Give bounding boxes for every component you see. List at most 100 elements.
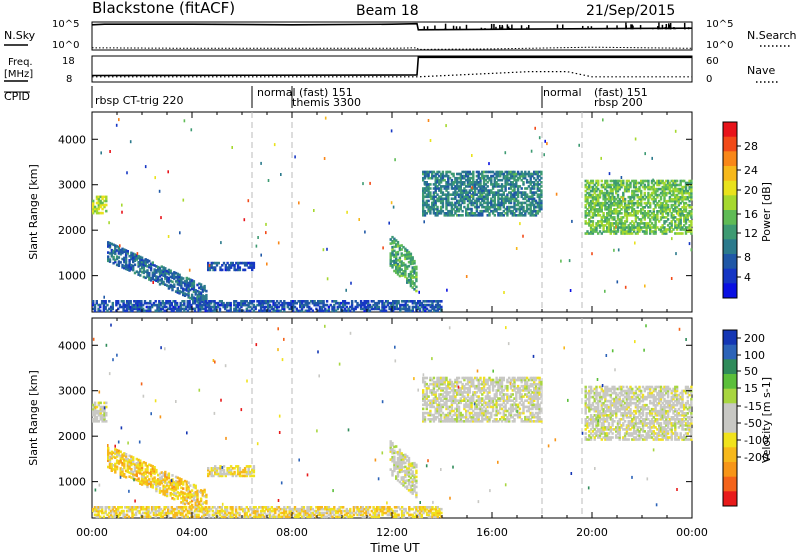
power-cell	[593, 195, 596, 199]
power-cell	[650, 185, 654, 189]
velocity-cell	[139, 461, 142, 465]
power-cell	[408, 309, 411, 313]
power-cell	[101, 203, 104, 207]
nsearch-label: N.Search	[747, 29, 797, 42]
power-speck	[362, 182, 364, 186]
power-cell	[527, 172, 531, 176]
velocity-cell	[149, 483, 153, 486]
power-cell	[292, 303, 295, 307]
power-cell	[263, 305, 266, 309]
power-cell	[374, 307, 377, 311]
power-cell	[201, 288, 204, 291]
power-cell	[638, 210, 641, 213]
power-cell	[518, 174, 522, 178]
velocity-cell	[208, 472, 212, 476]
power-cell	[613, 230, 616, 233]
power-cell	[112, 261, 115, 265]
power-cell	[185, 285, 188, 288]
power-cell	[611, 212, 614, 215]
power-cell	[459, 205, 462, 209]
velocity-cell	[445, 420, 448, 423]
velocity-cell	[400, 454, 403, 457]
power-cell	[600, 201, 603, 205]
velocity-cell	[112, 468, 115, 471]
power-cell	[586, 179, 589, 183]
velocity-cell	[398, 452, 402, 456]
power-cell	[183, 309, 186, 313]
power-cell	[623, 210, 627, 213]
power-cell	[684, 216, 688, 219]
power-cell	[436, 300, 439, 303]
power-cell	[607, 226, 611, 229]
power-cell	[124, 303, 127, 307]
power-cell	[540, 203, 543, 207]
power-cell	[185, 287, 188, 290]
power-cell	[666, 185, 670, 189]
power-cell	[441, 197, 445, 201]
velocity-cell	[473, 376, 477, 380]
power-cell	[623, 185, 627, 189]
power-cell	[672, 193, 675, 197]
velocity-cell	[115, 448, 119, 452]
power-cell	[466, 193, 470, 196]
power-cell	[647, 191, 650, 195]
power-cell	[475, 199, 479, 203]
cpid-segment-label: normal (fast) 151	[257, 86, 353, 99]
power-cell	[591, 208, 595, 211]
power-cell	[504, 181, 507, 184]
power-speck	[613, 248, 615, 252]
velocity-cell	[406, 473, 409, 476]
power-cell	[457, 203, 461, 207]
power-cell	[497, 201, 500, 205]
velocity-cell	[432, 389, 436, 392]
velocity-cell	[185, 480, 188, 484]
power-cell	[304, 300, 307, 303]
power-speck	[471, 186, 473, 190]
power-cell	[640, 197, 643, 201]
velocity-cell	[461, 391, 464, 394]
power-cell	[479, 209, 482, 213]
power-cell	[684, 187, 688, 191]
power-cell	[161, 307, 164, 311]
power-cell	[247, 301, 250, 305]
power-cell	[631, 206, 634, 209]
power-cell	[461, 176, 464, 180]
power-cell	[139, 261, 142, 265]
power-cell	[407, 256, 411, 260]
power-speck	[620, 176, 623, 179]
velocity-cell	[456, 376, 459, 380]
power-cell	[229, 261, 233, 265]
velocity-cell	[219, 470, 222, 474]
power-cell	[632, 189, 636, 193]
power-cell	[477, 176, 480, 180]
power-cell	[229, 307, 232, 311]
power-cell	[632, 193, 636, 197]
power-cell	[470, 209, 473, 213]
power-cell	[488, 176, 491, 180]
power-cell	[665, 191, 668, 195]
velocity-cell	[422, 389, 425, 392]
power-cell	[199, 300, 202, 303]
velocity-cell	[398, 470, 402, 474]
power-cell	[192, 301, 195, 305]
power-cell	[263, 307, 266, 311]
power-cell	[336, 301, 339, 305]
power-cell	[396, 267, 400, 270]
power-cell	[379, 300, 382, 303]
power-cell	[620, 199, 623, 203]
velocity-cell	[481, 415, 484, 419]
velocity-cell	[465, 420, 468, 423]
power-cell	[418, 300, 422, 303]
power-cell	[650, 193, 654, 197]
power-cell	[409, 260, 413, 264]
power-cell	[674, 226, 677, 229]
power-cell	[427, 199, 430, 203]
power-speck	[530, 149, 533, 153]
power-cell	[457, 214, 461, 217]
power-cell	[363, 300, 366, 303]
power-cell	[397, 307, 400, 311]
power-cell	[499, 189, 502, 192]
velocity-cell	[447, 387, 450, 390]
velocity-cell	[466, 376, 470, 380]
velocity-cell	[203, 490, 206, 494]
